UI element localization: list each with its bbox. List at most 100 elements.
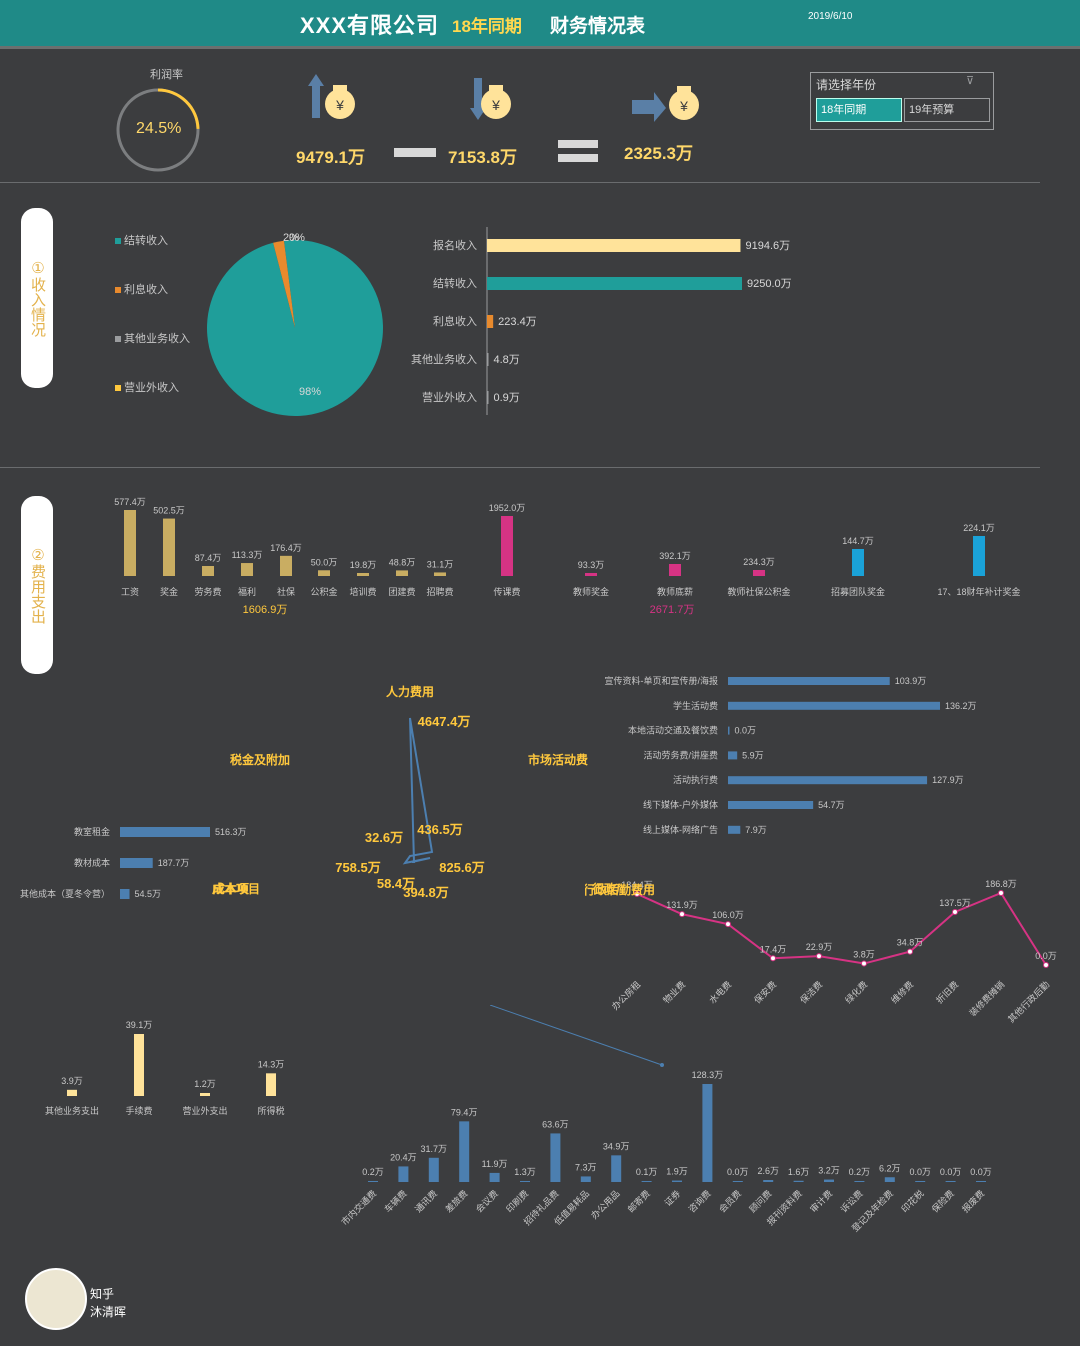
bar-value-label: 113.3万 (232, 550, 263, 560)
avatar (25, 1268, 87, 1330)
profit-icon: ¥ (632, 86, 699, 122)
pie-slice (206, 240, 383, 416)
bar-category-label: 教师底薪 (657, 586, 693, 597)
bar (202, 566, 214, 576)
bar-value-label: 0.0万 (727, 1167, 749, 1177)
year-selector-title: 请选择年份 (816, 78, 877, 92)
equals-bottom (558, 154, 598, 162)
filter-clear-icon[interactable]: ⊽ (966, 75, 975, 87)
point-value-label: 184.4万 (621, 880, 653, 890)
bar-value-label: 3.2万 (818, 1166, 840, 1176)
bar (976, 1181, 986, 1182)
bar-category-label: 办公用品 (588, 1188, 621, 1221)
bar-value-label: 34.9万 (603, 1141, 630, 1151)
bar-category-label: 社保 (277, 586, 295, 597)
margin-value: 24.5% (136, 120, 182, 137)
bar (163, 518, 175, 576)
group-total: 2671.7万 (650, 604, 695, 616)
legend-label: 营业外收入 (124, 382, 179, 394)
point-value-label: 34.8万 (897, 938, 924, 948)
bar (487, 391, 489, 404)
pie-slice (273, 240, 295, 328)
bar (672, 1180, 682, 1182)
bar-category-label: 线上媒体-网络广告 (643, 824, 718, 835)
point-category-label: 绿化费 (843, 979, 870, 1006)
svg-text:¥: ¥ (679, 98, 688, 114)
bar-category-label: 手续费 (125, 1105, 152, 1116)
page-title: XXX有限公司 (300, 13, 440, 38)
gauge-arc (116, 88, 200, 172)
bar (973, 536, 985, 576)
summary-value-label: 4647.4万 (418, 714, 471, 729)
bar (120, 858, 153, 868)
bar (824, 1179, 834, 1182)
bar (124, 510, 136, 576)
bar-value-label: 0.1万 (636, 1167, 658, 1177)
pie-label: 0% (289, 232, 305, 244)
chart-title: 成本项目 (213, 881, 250, 896)
year-option-18[interactable]: 18年同期 (816, 98, 902, 122)
bar-category-label: 教师奖金 (573, 586, 609, 597)
bar-category-label: 其他业务收入 (411, 352, 477, 366)
point-category-label: 装修费摊销 (967, 979, 1007, 1019)
bar (487, 353, 489, 366)
bar-value-label: 0.0万 (735, 726, 757, 736)
pie-legend-item: 结转收入 (115, 232, 168, 248)
bar-category-label: 其他业务支出 (45, 1105, 99, 1116)
bar-value-label: 103.9万 (895, 676, 927, 686)
bar-category-label: 招募团队奖金 (831, 586, 885, 597)
bar-category-label: 会员费 (716, 1188, 743, 1215)
admin-point (1043, 962, 1049, 968)
bar-category-label: 顾问费 (747, 1188, 774, 1215)
subtitle-year: 18年同期 (452, 17, 522, 36)
bar (728, 701, 940, 710)
admin-point (861, 960, 867, 967)
bar (852, 549, 864, 576)
bar-value-label: 223.4万 (498, 316, 537, 328)
bar (200, 1093, 210, 1096)
bar-value-label: 4.8万 (494, 354, 520, 366)
bar-category-label: 教室租金 (74, 826, 110, 837)
bar (732, 1181, 743, 1182)
bar-value-label: 3.9万 (61, 1076, 83, 1086)
bar-value-label: 392.1万 (659, 551, 691, 561)
bar-category-label: 报废费 (960, 1188, 987, 1215)
bar-value-label: 224.1万 (963, 523, 995, 533)
bar-value-label: 54.7万 (818, 800, 845, 810)
bar (728, 677, 890, 685)
year-option-19[interactable]: 19年预算 (904, 98, 990, 122)
point-value-label: 131.9万 (666, 900, 698, 910)
bar-category-label: 咨询费 (686, 1188, 713, 1215)
bar (669, 564, 681, 576)
bar (487, 315, 494, 328)
bar (611, 1155, 622, 1182)
bar-category-label: 本地活动交通及餐饮费 (628, 725, 718, 736)
legend-swatch (115, 287, 121, 293)
bar-category-label: 线下媒体-户外媒体 (643, 799, 718, 810)
bar-value-label: 0.2万 (362, 1167, 384, 1177)
bar-value-label: 20.4万 (390, 1152, 417, 1162)
bar-value-label: 516.3万 (215, 827, 247, 837)
pie-label: 2% (283, 232, 299, 244)
summary-axis-label: 人力费用 (386, 684, 434, 699)
bar-category-label: 利息收入 (433, 314, 477, 328)
legend-label: 结转收入 (124, 235, 168, 247)
bar (728, 801, 814, 809)
bar-category-label: 学生活动费 (673, 700, 718, 711)
bar (487, 277, 742, 290)
bar-value-label: 50.0万 (311, 557, 338, 567)
bar-category-label: 通讯费 (412, 1188, 439, 1215)
bar-value-label: 128.3万 (692, 1070, 724, 1080)
bar (398, 1166, 409, 1182)
point-value-label: 137.5万 (939, 898, 971, 908)
legend-label: 利息收入 (124, 284, 168, 296)
bar-category-label: 证券 (662, 1188, 683, 1209)
bar-value-label: 1.2万 (194, 1079, 216, 1089)
bar-value-label: 9194.6万 (745, 240, 790, 252)
admin-point (770, 955, 776, 962)
admin-point (907, 948, 913, 955)
bar-category-label: 活动执行费 (673, 774, 718, 785)
point-value-label: 106.0万 (712, 910, 744, 920)
bar (884, 1177, 895, 1182)
